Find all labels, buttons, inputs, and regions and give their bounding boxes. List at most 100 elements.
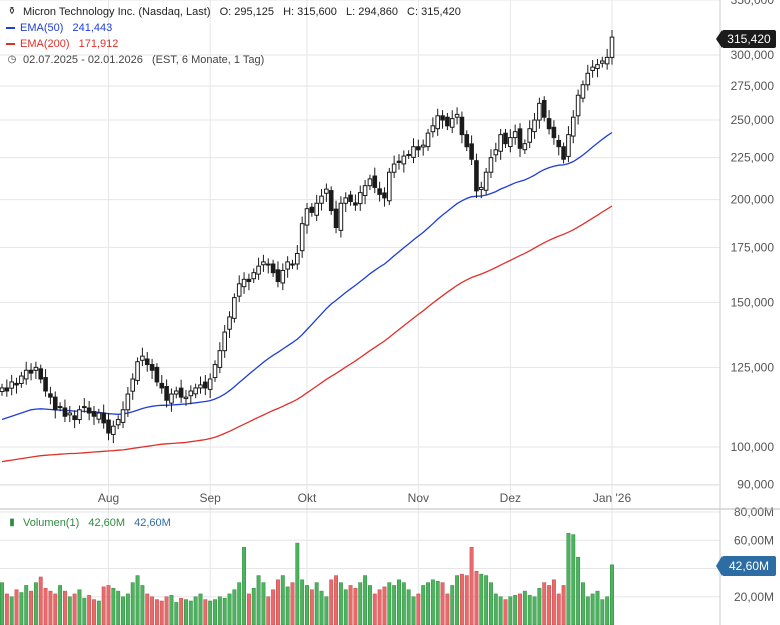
volume-bar: [280, 575, 285, 625]
candle-body: [411, 146, 416, 158]
candle-body: [130, 378, 136, 392]
candle-body: [561, 146, 566, 160]
candle-body: [86, 407, 92, 414]
volume-bar: [140, 585, 145, 625]
volume-bar: [556, 593, 561, 625]
time-tick-label: Dez: [500, 491, 521, 505]
volume-bar: [111, 588, 116, 625]
volume-bar: [527, 595, 532, 625]
candle-body: [290, 263, 295, 266]
volume-bar: [169, 595, 174, 625]
volume-bar: [382, 586, 387, 625]
candle-body: [144, 358, 150, 366]
candle-body: [333, 208, 339, 228]
candle-body: [23, 369, 29, 380]
volume-bar: [590, 593, 595, 625]
volume-bar: [319, 590, 324, 625]
volume-bar: [285, 586, 290, 625]
price-tick-label: 300,000: [731, 48, 775, 62]
candle-body: [275, 269, 281, 283]
candle-body: [469, 143, 474, 160]
candle-body: [512, 131, 518, 139]
candle-body: [445, 116, 450, 127]
volume-bar: [459, 573, 464, 625]
volume-bar: [576, 556, 581, 625]
ema200-value: 171,912: [78, 38, 119, 51]
volume-bar: [237, 582, 242, 625]
candle-body: [522, 143, 528, 151]
volume-bar: [256, 575, 261, 625]
candle-body: [38, 368, 44, 380]
candle-body: [372, 175, 378, 188]
candle-body: [304, 208, 310, 226]
volume-bar: [43, 588, 48, 625]
candle-body: [575, 94, 581, 117]
candle-body: [387, 171, 392, 202]
candle-body: [91, 411, 97, 417]
candle-body: [227, 316, 232, 330]
range-info: (EST, 6 Monate, 1 Tag): [151, 54, 265, 67]
candle-body: [43, 377, 48, 392]
candle-body: [348, 194, 353, 202]
candle-body: [251, 272, 257, 280]
candle-body: [609, 36, 615, 58]
volume-bar: [416, 593, 421, 625]
volume-bar: [329, 579, 334, 625]
candle-body: [149, 364, 155, 371]
symbol-name: Micron Technology Inc. (Nasdaq, Last): [23, 6, 211, 19]
candle-body: [188, 390, 194, 397]
candle-body: [464, 134, 470, 148]
candle-body: [19, 375, 24, 385]
price-tick-label: 100,000: [731, 440, 775, 454]
time-tick-label: Aug: [98, 491, 119, 505]
candlestick-icon: ⚱: [7, 6, 17, 18]
price-tick-label: 225,000: [731, 151, 775, 165]
candle-body: [546, 118, 552, 130]
candle-body: [154, 366, 160, 383]
candle-body: [67, 412, 73, 416]
open-value: 295,125: [234, 6, 275, 19]
candle-body: [440, 115, 445, 121]
volume-bar: [33, 582, 38, 625]
volume-bar: [513, 595, 518, 625]
ema200-swatch: [6, 43, 15, 46]
volume-bar: [159, 600, 164, 625]
volume-bar: [358, 582, 363, 625]
volume-bar: [48, 590, 53, 625]
candle-body: [517, 128, 523, 149]
volume-bar: [9, 596, 14, 625]
volume-tick-label: 60,00M: [734, 533, 774, 547]
candle-body: [169, 393, 174, 404]
volume-bar: [101, 586, 106, 625]
candle-body: [338, 202, 344, 231]
volume-bar: [276, 579, 280, 625]
volume-bar: [62, 590, 67, 625]
candle-body: [416, 146, 421, 151]
candle-body: [48, 393, 53, 398]
volume-bar: [179, 597, 184, 625]
volume-bar: [537, 588, 542, 625]
candle-body: [343, 197, 349, 204]
candle-body: [265, 263, 271, 266]
ema50-value: 241,443: [72, 22, 113, 35]
candle-body: [503, 132, 508, 145]
volume-bar: [551, 579, 556, 625]
volume-bar: [532, 596, 537, 625]
candle-body: [135, 361, 140, 381]
volume-bar: [116, 590, 121, 625]
volume-bar: [29, 590, 33, 625]
last-price-tag: 315,420: [716, 30, 776, 48]
volume-bar: [246, 593, 251, 625]
candle-body: [459, 116, 465, 136]
candle-body: [478, 186, 484, 190]
volume-bar: [508, 596, 513, 625]
volume-bar: [0, 582, 4, 625]
volume-bar: [261, 582, 266, 625]
price-tick-label: 125,000: [731, 360, 775, 374]
price-tick-label: 175,000: [731, 240, 775, 254]
candle-body: [96, 412, 102, 420]
volume-bar: [581, 582, 585, 625]
volume-tick-label: 80,00M: [734, 505, 774, 519]
volume-bar: [4, 593, 9, 625]
